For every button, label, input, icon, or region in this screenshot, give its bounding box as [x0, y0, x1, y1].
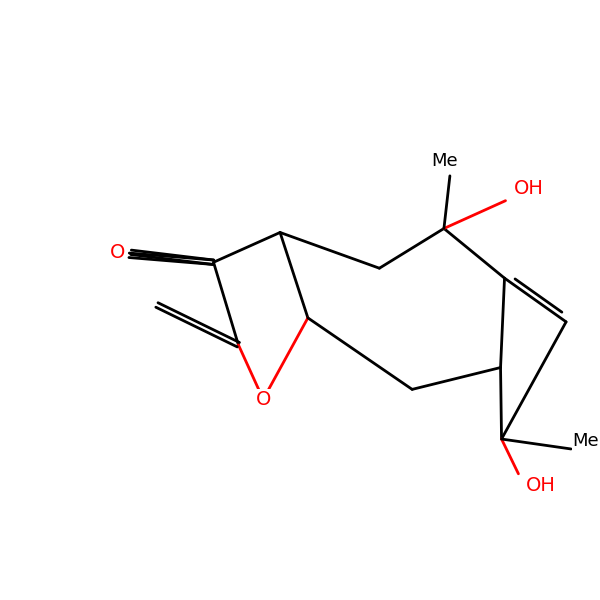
Text: O: O: [256, 390, 271, 409]
Text: OH: OH: [514, 179, 544, 198]
Text: OH: OH: [526, 476, 556, 495]
Text: Me: Me: [572, 432, 599, 450]
Text: Me: Me: [431, 152, 458, 170]
Text: O: O: [110, 243, 125, 262]
